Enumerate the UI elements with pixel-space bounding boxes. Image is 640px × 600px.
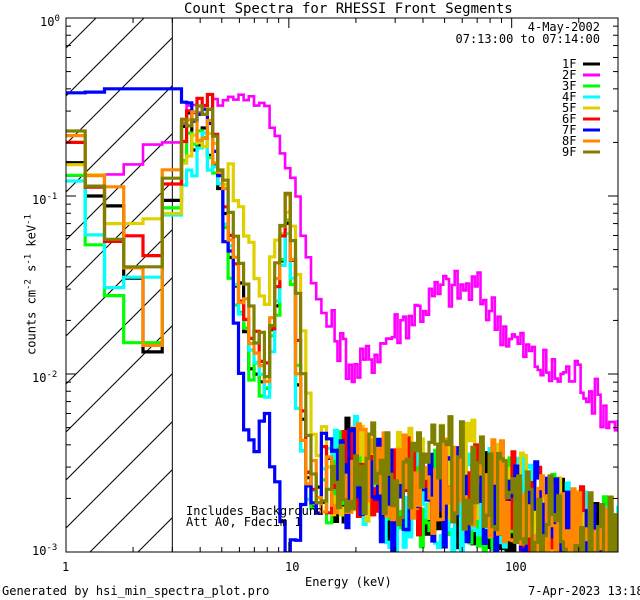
y-axis-label: counts cm-2 s-1 keV-1: [23, 214, 39, 355]
legend-label-5F: 5F: [562, 101, 577, 115]
legend-label-7F: 7F: [562, 123, 577, 137]
date-label: 4-May-2002: [527, 20, 600, 34]
chart-title: Count Spectra for RHESSI Front Segments: [184, 1, 513, 17]
legend-label-9F: 9F: [562, 145, 577, 159]
x-tick-label-2: 10: [285, 560, 300, 574]
footer-generated-by: Generated by hsi_min_spectra_plot.pro: [2, 584, 270, 598]
y-tick-label-1: 100: [40, 14, 60, 29]
y-tick-label-2: 10-1: [32, 192, 58, 207]
x-tick-label-3: 100: [505, 560, 527, 574]
legend-label-4F: 4F: [562, 90, 577, 104]
legend-label-8F: 8F: [562, 134, 577, 148]
legend-label-1F: 1F: [562, 57, 577, 71]
series-line-2F: [66, 93, 618, 432]
x-tick-label-1: 1: [62, 560, 70, 574]
legend-label-3F: 3F: [562, 79, 577, 93]
legend: [583, 62, 600, 154]
series-line-7F: [66, 87, 618, 552]
annotation-attenuator: Att A0, Fdecim 1: [186, 515, 302, 529]
series-line-9F: [66, 104, 618, 552]
y-tick-label-3: 10-2: [32, 370, 58, 385]
annotation-background: Includes Background: [186, 504, 324, 518]
footer-timestamp: 7-Apr-2023 13:18: [528, 584, 640, 598]
hatched-region: [66, 18, 173, 552]
legend-label-2F: 2F: [562, 68, 577, 82]
legend-label-6F: 6F: [562, 112, 577, 126]
x-axis-label: Energy (keV): [305, 575, 392, 589]
time-range-label: 07:13:00 to 07:14:00: [455, 32, 601, 46]
axis-ticks: [65, 17, 619, 553]
plot-frame: [65, 17, 619, 553]
y-tick-label-4: 10-3: [32, 543, 58, 558]
